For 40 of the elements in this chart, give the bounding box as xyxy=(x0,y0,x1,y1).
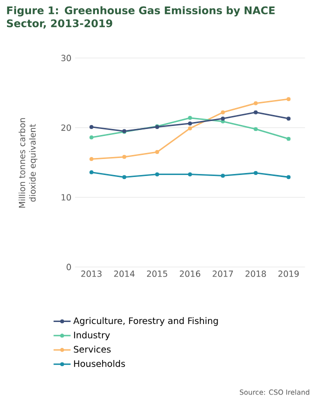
point xyxy=(286,136,291,141)
y-axis-title: Million tonnes carbon dioxide equivalent xyxy=(18,118,38,208)
point xyxy=(122,154,126,159)
legend-label: Agriculture, Forestry and Fishing xyxy=(73,317,218,326)
point xyxy=(188,116,192,120)
y-tick-label: 10 xyxy=(62,194,71,201)
point xyxy=(254,101,258,106)
point xyxy=(155,150,160,154)
x-tick-label: 2014 xyxy=(114,270,135,277)
point xyxy=(254,170,258,175)
x-tick-label: 2015 xyxy=(146,270,168,277)
point xyxy=(155,172,160,176)
point xyxy=(188,121,192,126)
point xyxy=(286,175,291,180)
y-tick-label: 20 xyxy=(61,124,71,131)
point xyxy=(254,127,258,132)
x-tick-label: 2017 xyxy=(212,270,233,277)
y-tick-label: 30 xyxy=(61,54,71,62)
x-tick-label: 2016 xyxy=(180,270,200,277)
x-tick-label: 2019 xyxy=(278,270,299,277)
point xyxy=(220,116,225,121)
point xyxy=(220,174,225,178)
point xyxy=(89,170,94,174)
point xyxy=(286,116,291,121)
point xyxy=(220,110,225,114)
point xyxy=(188,172,192,176)
legend-label: Services xyxy=(74,346,111,353)
legend-label: Industry xyxy=(74,331,110,340)
y-tick-label: 0 xyxy=(66,264,71,270)
x-tick-label: 2018 xyxy=(246,270,266,277)
point xyxy=(89,135,94,140)
point xyxy=(254,110,258,114)
point xyxy=(89,124,94,129)
point xyxy=(188,126,192,130)
x-tick-label: 2013 xyxy=(81,270,102,277)
point xyxy=(89,157,94,162)
chart-title: Figure 1: Greenhouse Gas Emissions by NACE Sector, 2013-2019 xyxy=(6,6,275,29)
point xyxy=(122,175,126,180)
legend-label: Households xyxy=(74,360,125,367)
point xyxy=(286,97,291,102)
